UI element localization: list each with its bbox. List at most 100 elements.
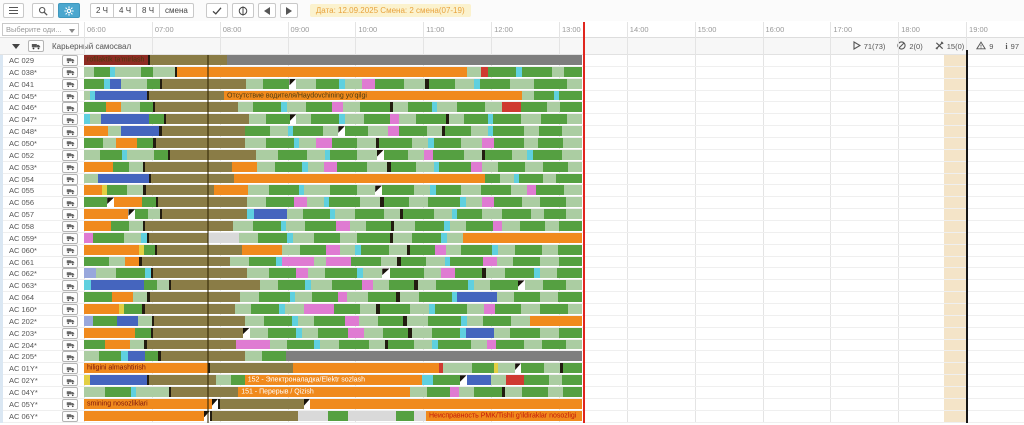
status-segment[interactable] <box>268 185 299 196</box>
status-segment[interactable] <box>299 244 327 255</box>
status-segment[interactable] <box>515 244 543 255</box>
status-segment[interactable] <box>286 339 315 350</box>
status-segment[interactable] <box>399 209 403 220</box>
status-segment[interactable] <box>154 149 168 160</box>
status-segment[interactable] <box>268 327 296 338</box>
status-segment[interactable] <box>432 339 439 350</box>
status-segment[interactable] <box>393 232 413 243</box>
status-segment[interactable] <box>144 268 151 279</box>
stat-warning[interactable]: 9 <box>976 41 993 52</box>
status-segment[interactable] <box>337 292 348 303</box>
status-segment[interactable] <box>493 138 524 148</box>
status-segment[interactable] <box>348 410 396 421</box>
status-segment[interactable] <box>93 232 125 243</box>
status-segment[interactable] <box>84 209 129 220</box>
status-segment[interactable] <box>403 315 407 326</box>
status-segment[interactable] <box>155 197 159 208</box>
status-segment[interactable] <box>244 315 264 326</box>
gantt-track[interactable] <box>84 256 583 267</box>
status-segment[interactable] <box>383 197 410 208</box>
status-segment[interactable] <box>105 387 132 397</box>
status-segment[interactable] <box>527 149 533 160</box>
status-segment[interactable] <box>554 90 559 101</box>
status-segment[interactable] <box>285 304 304 314</box>
range-8h-button[interactable]: 8 Ч <box>136 3 161 18</box>
status-segment[interactable] <box>111 221 130 231</box>
status-segment[interactable] <box>325 268 357 279</box>
status-segment[interactable] <box>482 197 494 208</box>
status-segment[interactable] <box>472 363 494 374</box>
status-segment[interactable] <box>304 221 337 231</box>
status-segment[interactable] <box>286 232 293 243</box>
status-segment[interactable]: hiligini almashtirish <box>84 363 208 374</box>
status-segment[interactable] <box>304 185 330 196</box>
status-segment[interactable] <box>530 315 582 326</box>
gantt-track[interactable]: Отсутствие водителя/Haydovchining yo'qil… <box>84 90 583 101</box>
status-segment[interactable] <box>167 149 170 160</box>
status-segment[interactable] <box>522 90 534 101</box>
status-segment[interactable] <box>84 351 100 362</box>
gantt-track[interactable] <box>84 149 583 160</box>
status-segment[interactable] <box>155 102 239 113</box>
status-segment[interactable] <box>414 221 445 231</box>
status-segment[interactable] <box>532 149 562 160</box>
settings-button[interactable] <box>58 3 80 18</box>
status-segment[interactable] <box>356 149 377 160</box>
status-segment[interactable]: rofilaktik ta'mirlash <box>84 55 148 65</box>
status-segment[interactable] <box>84 126 108 137</box>
status-segment[interactable] <box>329 197 360 208</box>
status-segment[interactable] <box>96 268 116 279</box>
status-segment[interactable] <box>548 375 562 386</box>
status-segment[interactable] <box>293 138 300 148</box>
status-segment[interactable] <box>381 256 398 267</box>
status-segment[interactable] <box>110 78 121 89</box>
status-segment[interactable] <box>542 280 566 291</box>
status-segment[interactable] <box>212 410 298 421</box>
status-segment[interactable] <box>254 209 288 220</box>
status-segment[interactable] <box>289 292 296 303</box>
gantt-track[interactable] <box>84 304 583 314</box>
status-segment[interactable] <box>149 90 224 101</box>
status-segment[interactable] <box>244 126 271 137</box>
gantt-track[interactable] <box>84 339 583 350</box>
status-segment[interactable] <box>244 138 266 148</box>
status-segment[interactable] <box>385 339 389 350</box>
status-segment[interactable] <box>473 387 502 397</box>
status-segment[interactable] <box>426 256 445 267</box>
status-segment[interactable] <box>95 90 147 101</box>
status-segment[interactable] <box>295 268 308 279</box>
status-segment[interactable] <box>160 78 163 89</box>
status-segment[interactable] <box>150 55 227 65</box>
status-segment[interactable] <box>177 66 467 77</box>
status-segment[interactable] <box>103 78 111 89</box>
status-segment[interactable] <box>511 185 528 196</box>
status-segment[interactable] <box>84 197 108 208</box>
status-segment[interactable] <box>511 315 531 326</box>
status-segment[interactable] <box>84 280 91 291</box>
status-segment[interactable] <box>306 149 325 160</box>
status-segment[interactable] <box>339 114 345 125</box>
status-segment[interactable] <box>432 327 461 338</box>
status-segment[interactable] <box>84 244 140 255</box>
status-segment[interactable] <box>307 197 324 208</box>
status-segment[interactable] <box>356 232 390 243</box>
status-segment[interactable] <box>540 197 566 208</box>
status-segment[interactable] <box>483 315 512 326</box>
status-segment[interactable] <box>248 185 269 196</box>
status-segment[interactable] <box>239 232 259 243</box>
status-segment[interactable] <box>383 149 409 160</box>
status-segment[interactable] <box>253 102 282 113</box>
status-segment[interactable] <box>168 280 172 291</box>
status-segment[interactable] <box>344 126 369 137</box>
status-segment[interactable] <box>127 149 155 160</box>
status-segment[interactable] <box>255 149 278 160</box>
status-segment[interactable] <box>311 114 340 125</box>
status-segment[interactable] <box>439 161 471 172</box>
status-segment[interactable] <box>301 327 318 338</box>
status-segment[interactable] <box>481 66 488 77</box>
status-segment[interactable] <box>310 398 582 409</box>
status-segment[interactable] <box>351 256 382 267</box>
status-segment[interactable] <box>501 102 522 113</box>
status-segment[interactable] <box>438 339 471 350</box>
status-segment[interactable] <box>139 244 144 255</box>
